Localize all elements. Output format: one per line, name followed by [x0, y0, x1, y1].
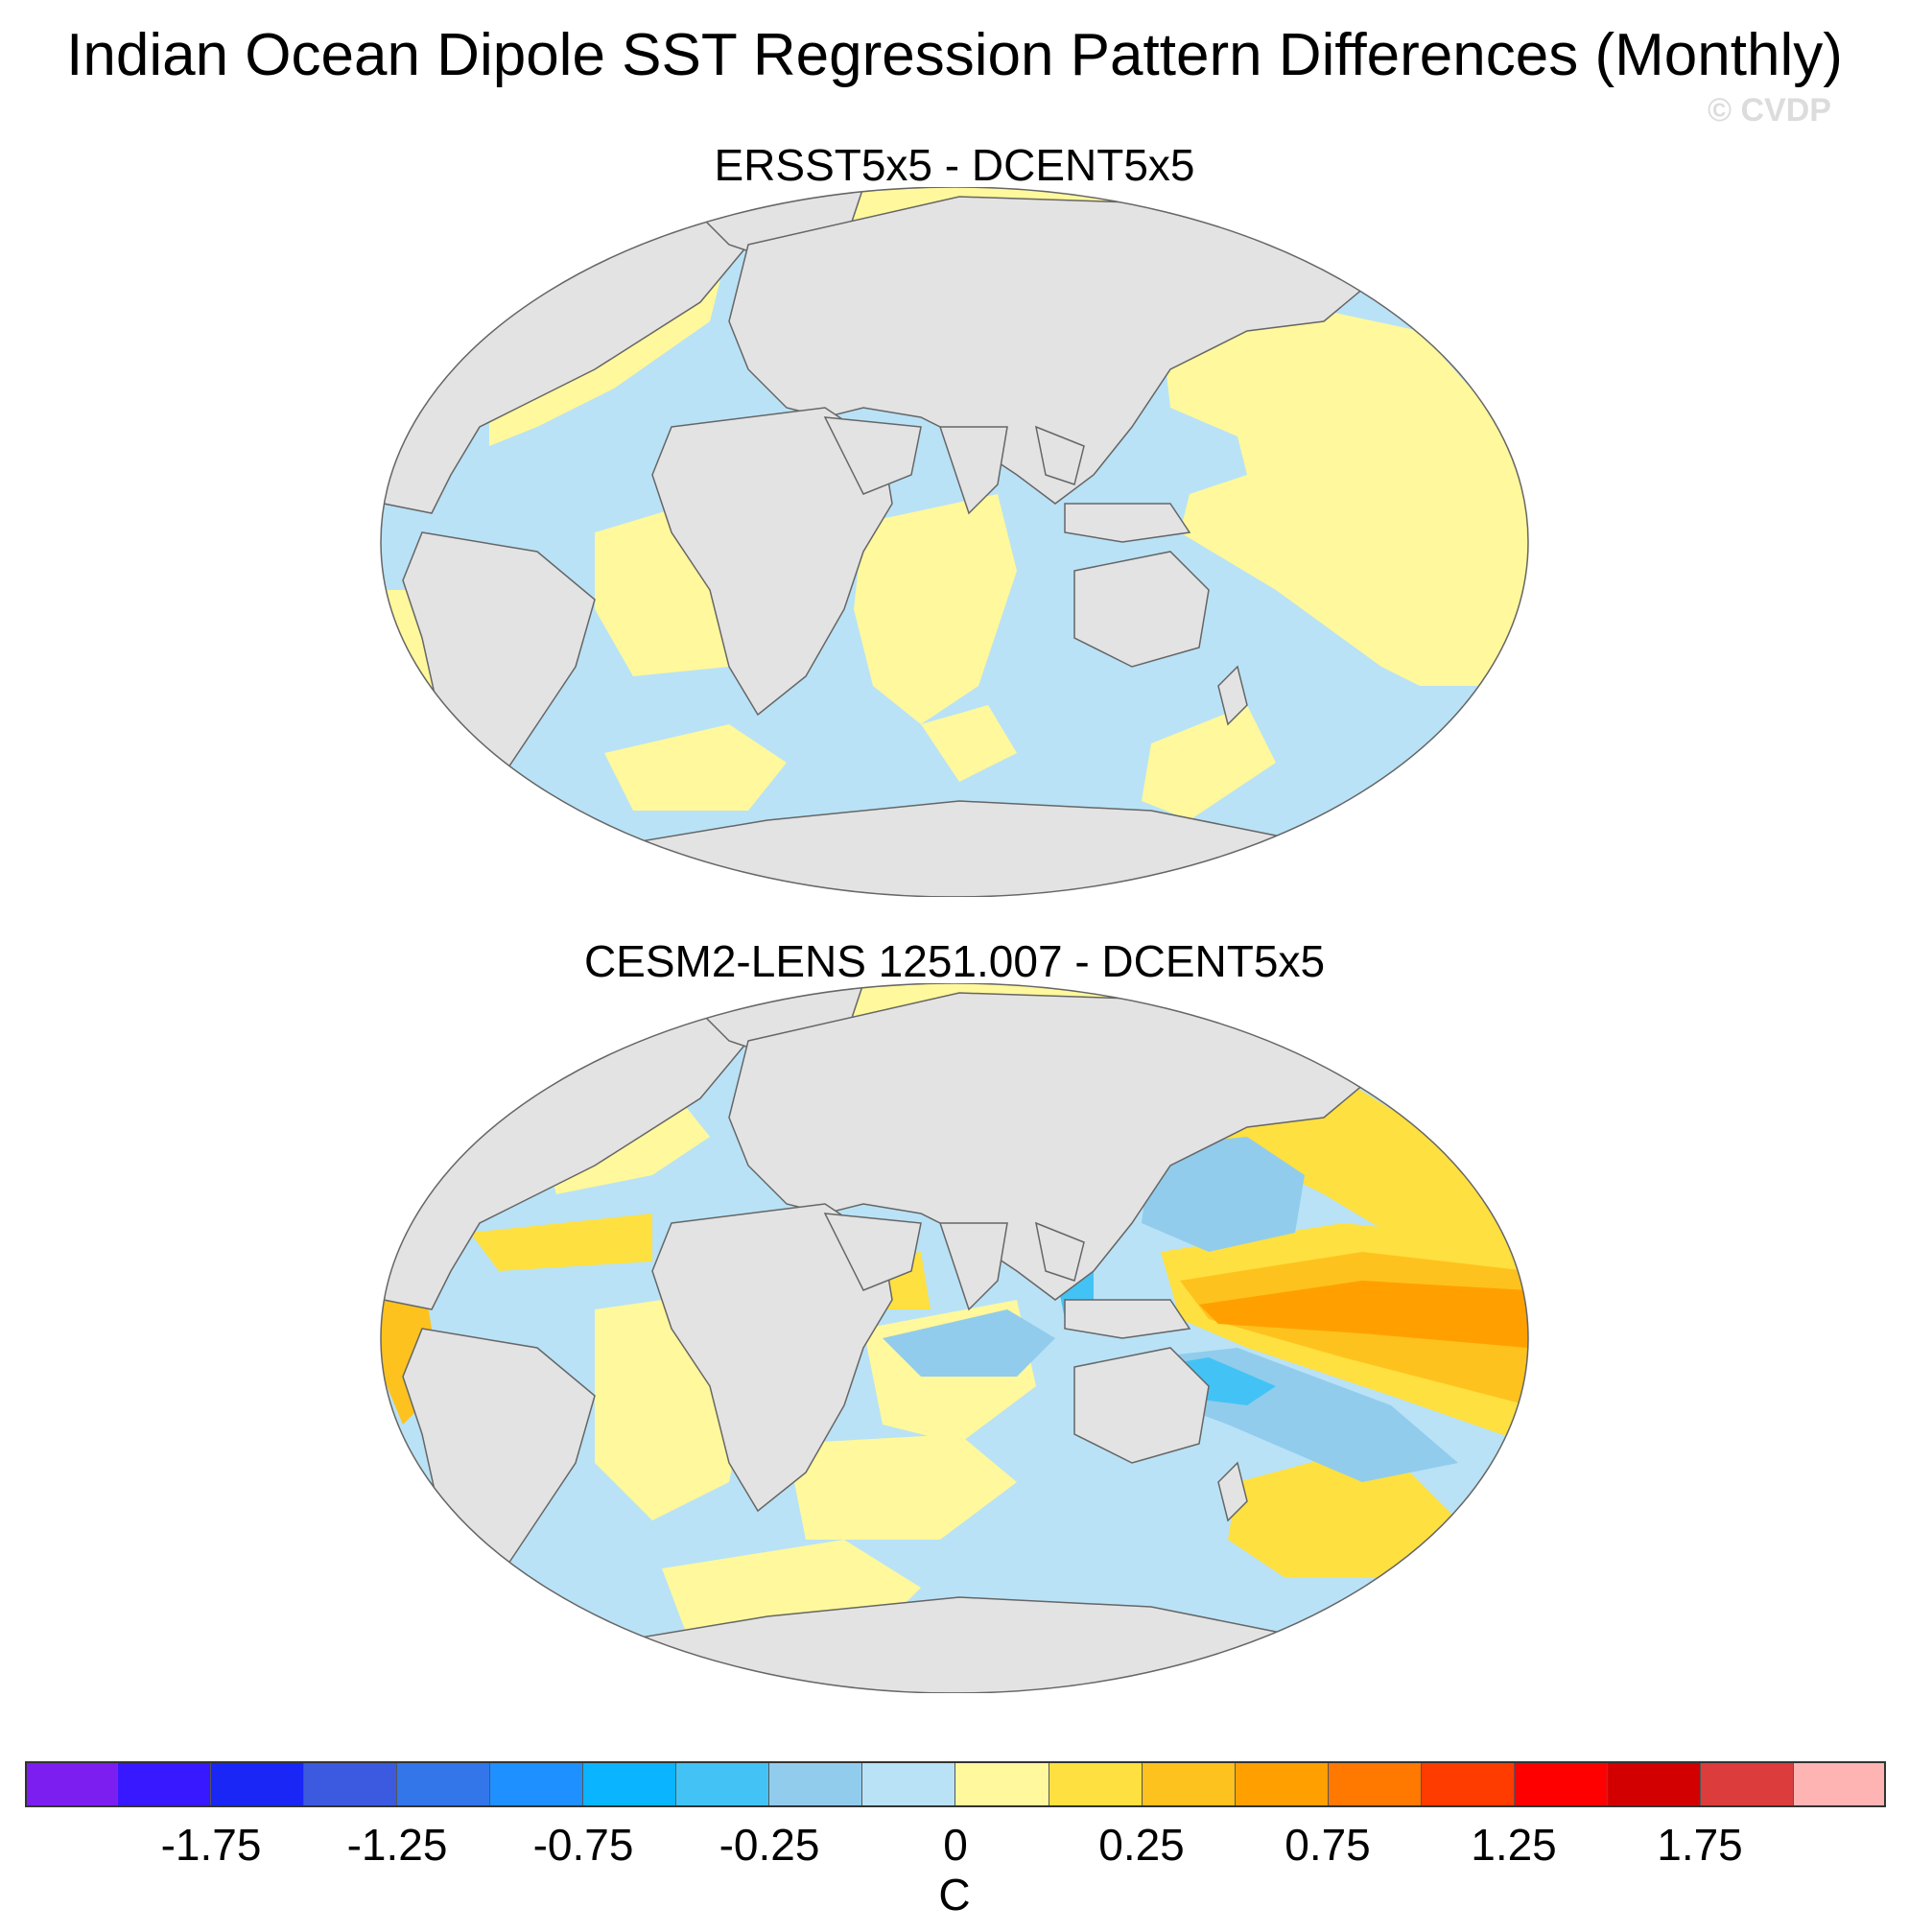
new-zealand	[1217, 1461, 1248, 1522]
colorbar-box-18	[1700, 1761, 1794, 1807]
arabian-peninsula	[823, 1213, 922, 1291]
colorbar-box-5	[490, 1761, 584, 1807]
australia	[1073, 1347, 1210, 1464]
colorbar-box-7	[676, 1761, 770, 1807]
colorbar-label: 0	[943, 1820, 968, 1870]
colorbar-box-6	[583, 1761, 677, 1807]
colorbar-box-8	[769, 1761, 863, 1807]
map-panel-2	[380, 983, 1529, 1693]
colorbar-box-19	[1793, 1761, 1886, 1807]
anomaly-indian-ocean	[854, 494, 1017, 724]
maritime-continent	[1064, 1299, 1191, 1339]
southeast-asia	[1034, 1221, 1085, 1282]
colorbar-label: -1.25	[346, 1820, 448, 1870]
panel-2-title: CESM2-LENS 1251.007 - DCENT5x5	[583, 936, 1326, 986]
anomaly-southern-ocean-atlantic	[604, 724, 787, 811]
watermark: © CVDP	[1708, 92, 1831, 129]
colorbar-box-13	[1235, 1761, 1329, 1807]
australia	[1073, 551, 1210, 668]
colorbar-box-2	[211, 1761, 305, 1807]
india	[938, 1222, 1008, 1311]
arabian-peninsula	[823, 416, 922, 495]
anomaly-indian-blue	[883, 1309, 1055, 1377]
southeast-asia	[1034, 425, 1085, 485]
colorbar-box-3	[304, 1761, 398, 1807]
colorbar-box-11	[1049, 1761, 1143, 1807]
colorbar	[25, 1761, 1886, 1807]
map-panel-1	[380, 187, 1529, 897]
anomaly-north-pacific	[1161, 302, 1528, 686]
colorbar-box-17	[1607, 1761, 1701, 1807]
map-border	[380, 187, 1529, 897]
maritime-continent	[1064, 503, 1191, 543]
colorbar-label: -1.75	[160, 1820, 262, 1870]
colorbar-box-1	[118, 1761, 212, 1807]
anomaly-tropical-pacific-orange	[1199, 1281, 1528, 1348]
colorbar-label: 1.75	[1657, 1820, 1743, 1870]
colorbar-box-10	[955, 1761, 1049, 1807]
colorbar-box-14	[1328, 1761, 1422, 1807]
colorbar-label: -0.75	[532, 1820, 634, 1870]
colorbar-unit-label: C	[938, 1870, 971, 1920]
colorbar-box-15	[1421, 1761, 1515, 1807]
colorbar-label: 0.75	[1284, 1820, 1371, 1870]
colorbar-box-9	[862, 1761, 956, 1807]
colorbar-box-0	[25, 1761, 119, 1807]
new-zealand	[1217, 665, 1248, 726]
india	[938, 426, 1008, 515]
anomaly-atlantic-gold	[470, 1213, 652, 1271]
map-border	[380, 983, 1529, 1693]
anomaly-southern-indian	[921, 705, 1017, 782]
main-title: Indian Ocean Dipole SST Regression Patte…	[66, 22, 1843, 88]
colorbar-box-4	[397, 1761, 491, 1807]
anomaly-southwest-pacific	[1142, 705, 1276, 820]
anomaly-south-indian-yellow	[787, 1434, 1017, 1540]
panel-1-title: ERSST5x5 - DCENT5x5	[714, 140, 1195, 190]
colorbar-box-16	[1514, 1761, 1608, 1807]
colorbar-label: 1.25	[1471, 1820, 1557, 1870]
colorbar-box-12	[1142, 1761, 1236, 1807]
anomaly-north-pacific-blue	[1142, 1137, 1305, 1252]
colorbar-label: -0.25	[719, 1820, 820, 1870]
anomaly-south-pacific-gold	[1228, 1444, 1458, 1578]
colorbar-label: 0.25	[1098, 1820, 1185, 1870]
